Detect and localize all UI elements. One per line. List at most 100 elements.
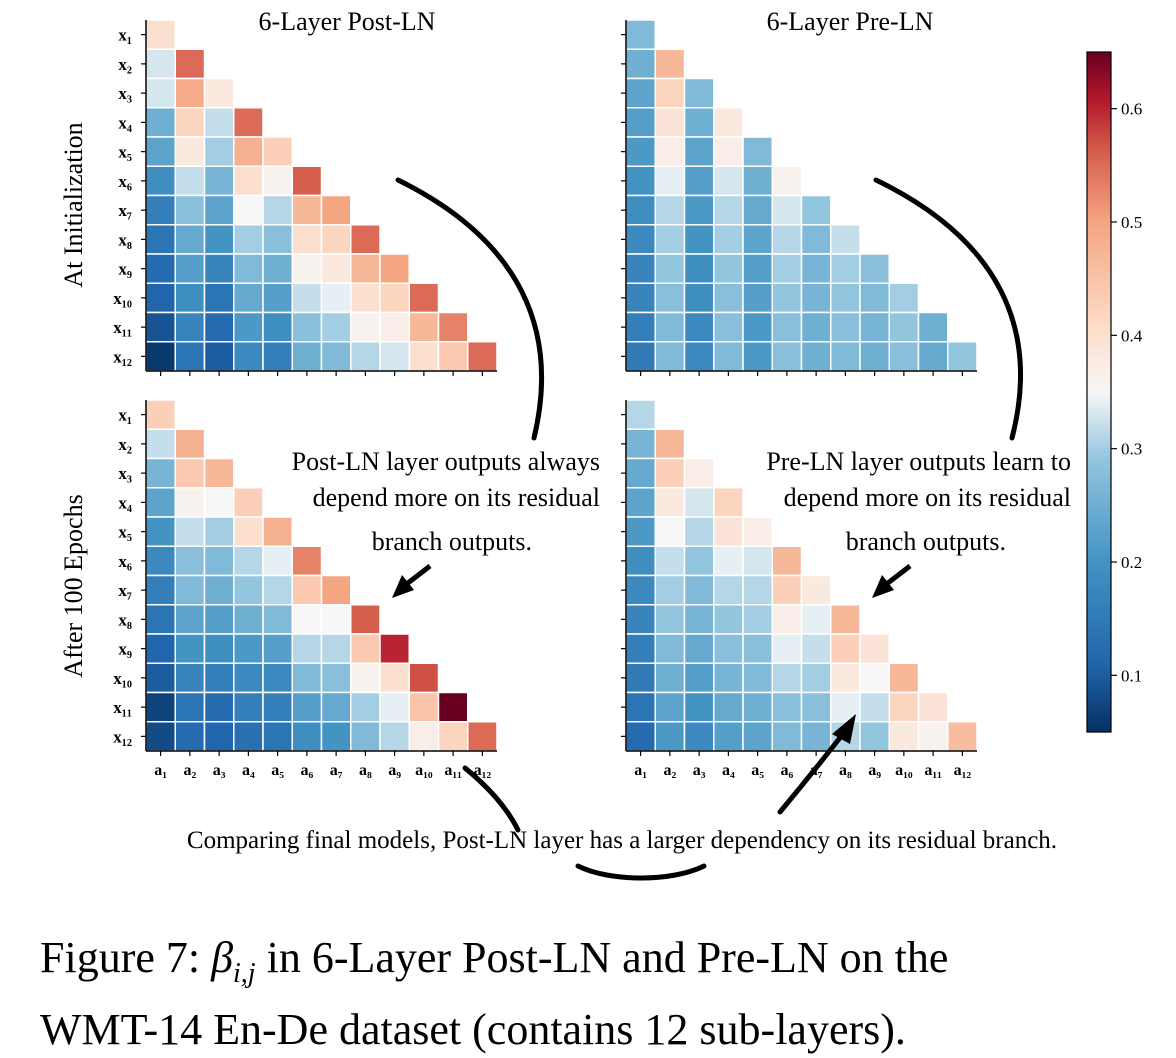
caption-line1: Figure 7: βi,j in 6-Layer Post-LN and Pr… bbox=[40, 930, 1170, 1002]
heatmap-cell-3-10-7 bbox=[800, 662, 832, 694]
heatmap-cell-0-8-5 bbox=[262, 224, 293, 255]
heatmap-cell-2-12-3 bbox=[203, 721, 235, 752]
colorbar-ticks: 0.1 0.2 0.3 0.4 0.5 0.6 bbox=[1111, 100, 1143, 685]
heatmap-cell-0-5-5 bbox=[262, 136, 293, 167]
heatmap-cell-2-10-1 bbox=[145, 662, 176, 694]
heatmap-cell-1-5-1 bbox=[625, 136, 656, 167]
figure: 6-Layer Post-LN 6-Layer Pre-LN At Initia… bbox=[59, 7, 1143, 881]
y-label-1-2: x₂ bbox=[118, 435, 132, 454]
x-label-1-1: a₁ bbox=[634, 762, 647, 779]
heatmap-cell-0-9-2 bbox=[174, 253, 206, 284]
heatmap-cell-2-8-1 bbox=[145, 604, 176, 635]
heatmap-cell-3-12-6 bbox=[771, 721, 803, 752]
heatmap-cell-1-10-1 bbox=[625, 282, 656, 314]
heatmap-cell-3-4-2 bbox=[654, 487, 686, 518]
y-label-0-3: x₃ bbox=[118, 84, 132, 103]
heatmap-cell-3-11-7 bbox=[800, 691, 832, 723]
heatmap-cell-2-11-5 bbox=[262, 691, 293, 723]
heatmap-cell-2-10-7 bbox=[320, 662, 352, 694]
heatmap-cell-3-8-1 bbox=[625, 604, 656, 635]
heatmap-cell-1-9-4 bbox=[713, 253, 744, 284]
heatmap-cell-1-9-8 bbox=[830, 253, 861, 284]
heatmap-cell-2-12-1 bbox=[145, 721, 176, 752]
heatmap-cell-2-10-5 bbox=[262, 662, 293, 694]
heatmap-cell-2-12-7 bbox=[320, 721, 352, 752]
heatmap-cell-2-12-5 bbox=[262, 721, 293, 752]
heatmap-cell-2-12-9 bbox=[379, 721, 410, 752]
heatmap-cell-2-7-4 bbox=[233, 574, 264, 606]
y-label-1-8: x₈ bbox=[118, 610, 132, 629]
heatmap-cell-1-12-5 bbox=[742, 341, 773, 372]
heatmap-cell-3-8-4 bbox=[713, 604, 744, 635]
bottom-arrow-left bbox=[462, 765, 521, 833]
heatmap-cell-1-10-7 bbox=[800, 282, 832, 314]
heatmap-cell-2-8-6 bbox=[291, 604, 323, 635]
heatmap-cell-2-12-6 bbox=[291, 721, 323, 752]
heatmap-cell-3-1-1 bbox=[625, 399, 656, 430]
heatmap-cell-1-9-3 bbox=[683, 253, 715, 284]
heatmap-cell-0-12-11 bbox=[437, 341, 469, 372]
heatmap-cell-2-9-4 bbox=[233, 633, 264, 664]
heatmap-cell-0-2-2 bbox=[174, 48, 206, 80]
heatmap-cell-3-3-3 bbox=[683, 457, 715, 489]
heatmap-cell-1-5-2 bbox=[654, 136, 686, 167]
heatmap-cell-0-8-7 bbox=[320, 224, 352, 255]
heatmap-cell-3-7-4 bbox=[713, 574, 744, 606]
heatmap-cell-0-7-5 bbox=[262, 194, 293, 226]
heatmap-cell-0-3-3 bbox=[203, 77, 235, 109]
heatmap-cell-2-5-4 bbox=[233, 516, 264, 547]
heatmap-cell-3-6-5 bbox=[742, 545, 773, 577]
heatmap-cell-0-9-6 bbox=[291, 253, 323, 284]
heatmap-cell-1-12-6 bbox=[771, 341, 803, 372]
y-label-0-5: x₅ bbox=[118, 143, 132, 162]
y-label-0-8: x₈ bbox=[118, 230, 132, 249]
heatmap-cell-1-6-5 bbox=[742, 165, 773, 197]
panel-title-preln: 6-Layer Pre-LN bbox=[767, 7, 934, 36]
curve-arrow-preln bbox=[873, 177, 1023, 441]
heatmap-cell-2-10-6 bbox=[291, 662, 323, 694]
heatmap-postln-epochs bbox=[141, 399, 498, 756]
heatmap-cell-0-11-3 bbox=[203, 311, 235, 343]
colorbar-tick-label-1: 0.2 bbox=[1121, 553, 1142, 572]
heatmap-cell-2-6-4 bbox=[233, 545, 264, 577]
heatmap-cell-2-2-2 bbox=[174, 428, 206, 460]
heatmap-cell-2-7-5 bbox=[262, 574, 293, 606]
heatmap-cell-1-8-3 bbox=[683, 224, 715, 255]
heatmap-cell-0-11-10 bbox=[408, 311, 440, 343]
heatmap-cell-2-11-4 bbox=[233, 691, 264, 723]
heatmap-cell-2-6-2 bbox=[174, 545, 206, 577]
heatmap-cell-0-4-1 bbox=[145, 107, 176, 138]
heatmap-cell-1-8-8 bbox=[830, 224, 861, 255]
heatmap-cell-2-9-9 bbox=[379, 633, 410, 664]
colorbar-tick-label-0: 0.1 bbox=[1121, 666, 1142, 685]
y-label-0-1: x₁ bbox=[118, 26, 132, 45]
heatmap-cell-1-9-5 bbox=[742, 253, 773, 284]
heatmap-cell-1-7-6 bbox=[771, 194, 803, 226]
x-label-0-3: a₃ bbox=[213, 762, 226, 779]
heatmap-cell-2-4-3 bbox=[203, 487, 235, 518]
heatmap-cell-0-11-8 bbox=[350, 311, 381, 343]
heatmap-cell-3-10-4 bbox=[713, 662, 744, 694]
heatmap-cell-2-5-5 bbox=[262, 516, 293, 547]
heatmap-cell-1-4-1 bbox=[625, 107, 656, 138]
colorbar-gradient bbox=[1086, 51, 1112, 733]
heatmap-cell-3-6-3 bbox=[683, 545, 715, 577]
y-label-0-9: x₉ bbox=[118, 260, 132, 279]
heatmap-cell-0-10-8 bbox=[350, 282, 381, 314]
heatmap-cell-3-2-2 bbox=[654, 428, 686, 460]
heatmap-preln-epochs bbox=[621, 399, 978, 756]
heatmap-cell-0-7-7 bbox=[320, 194, 352, 226]
heatmap-cell-1-12-3 bbox=[683, 341, 715, 372]
heatmap-cell-3-9-3 bbox=[683, 633, 715, 664]
caption-symbol: β bbox=[211, 933, 234, 982]
heatmap-cell-1-8-1 bbox=[625, 224, 656, 255]
heatmap-cell-0-11-9 bbox=[379, 311, 410, 343]
heatmap-cell-2-4-2 bbox=[174, 487, 206, 518]
heatmap-cell-2-12-11 bbox=[437, 721, 469, 752]
colorbar-tick-label-4: 0.5 bbox=[1121, 213, 1142, 232]
heatmap-cell-2-7-3 bbox=[203, 574, 235, 606]
heatmap-cell-2-8-3 bbox=[203, 604, 235, 635]
heatmap-cell-0-10-10 bbox=[408, 282, 440, 314]
heatmap-cell-3-12-10 bbox=[888, 721, 920, 752]
heatmap-cell-0-9-5 bbox=[262, 253, 293, 284]
